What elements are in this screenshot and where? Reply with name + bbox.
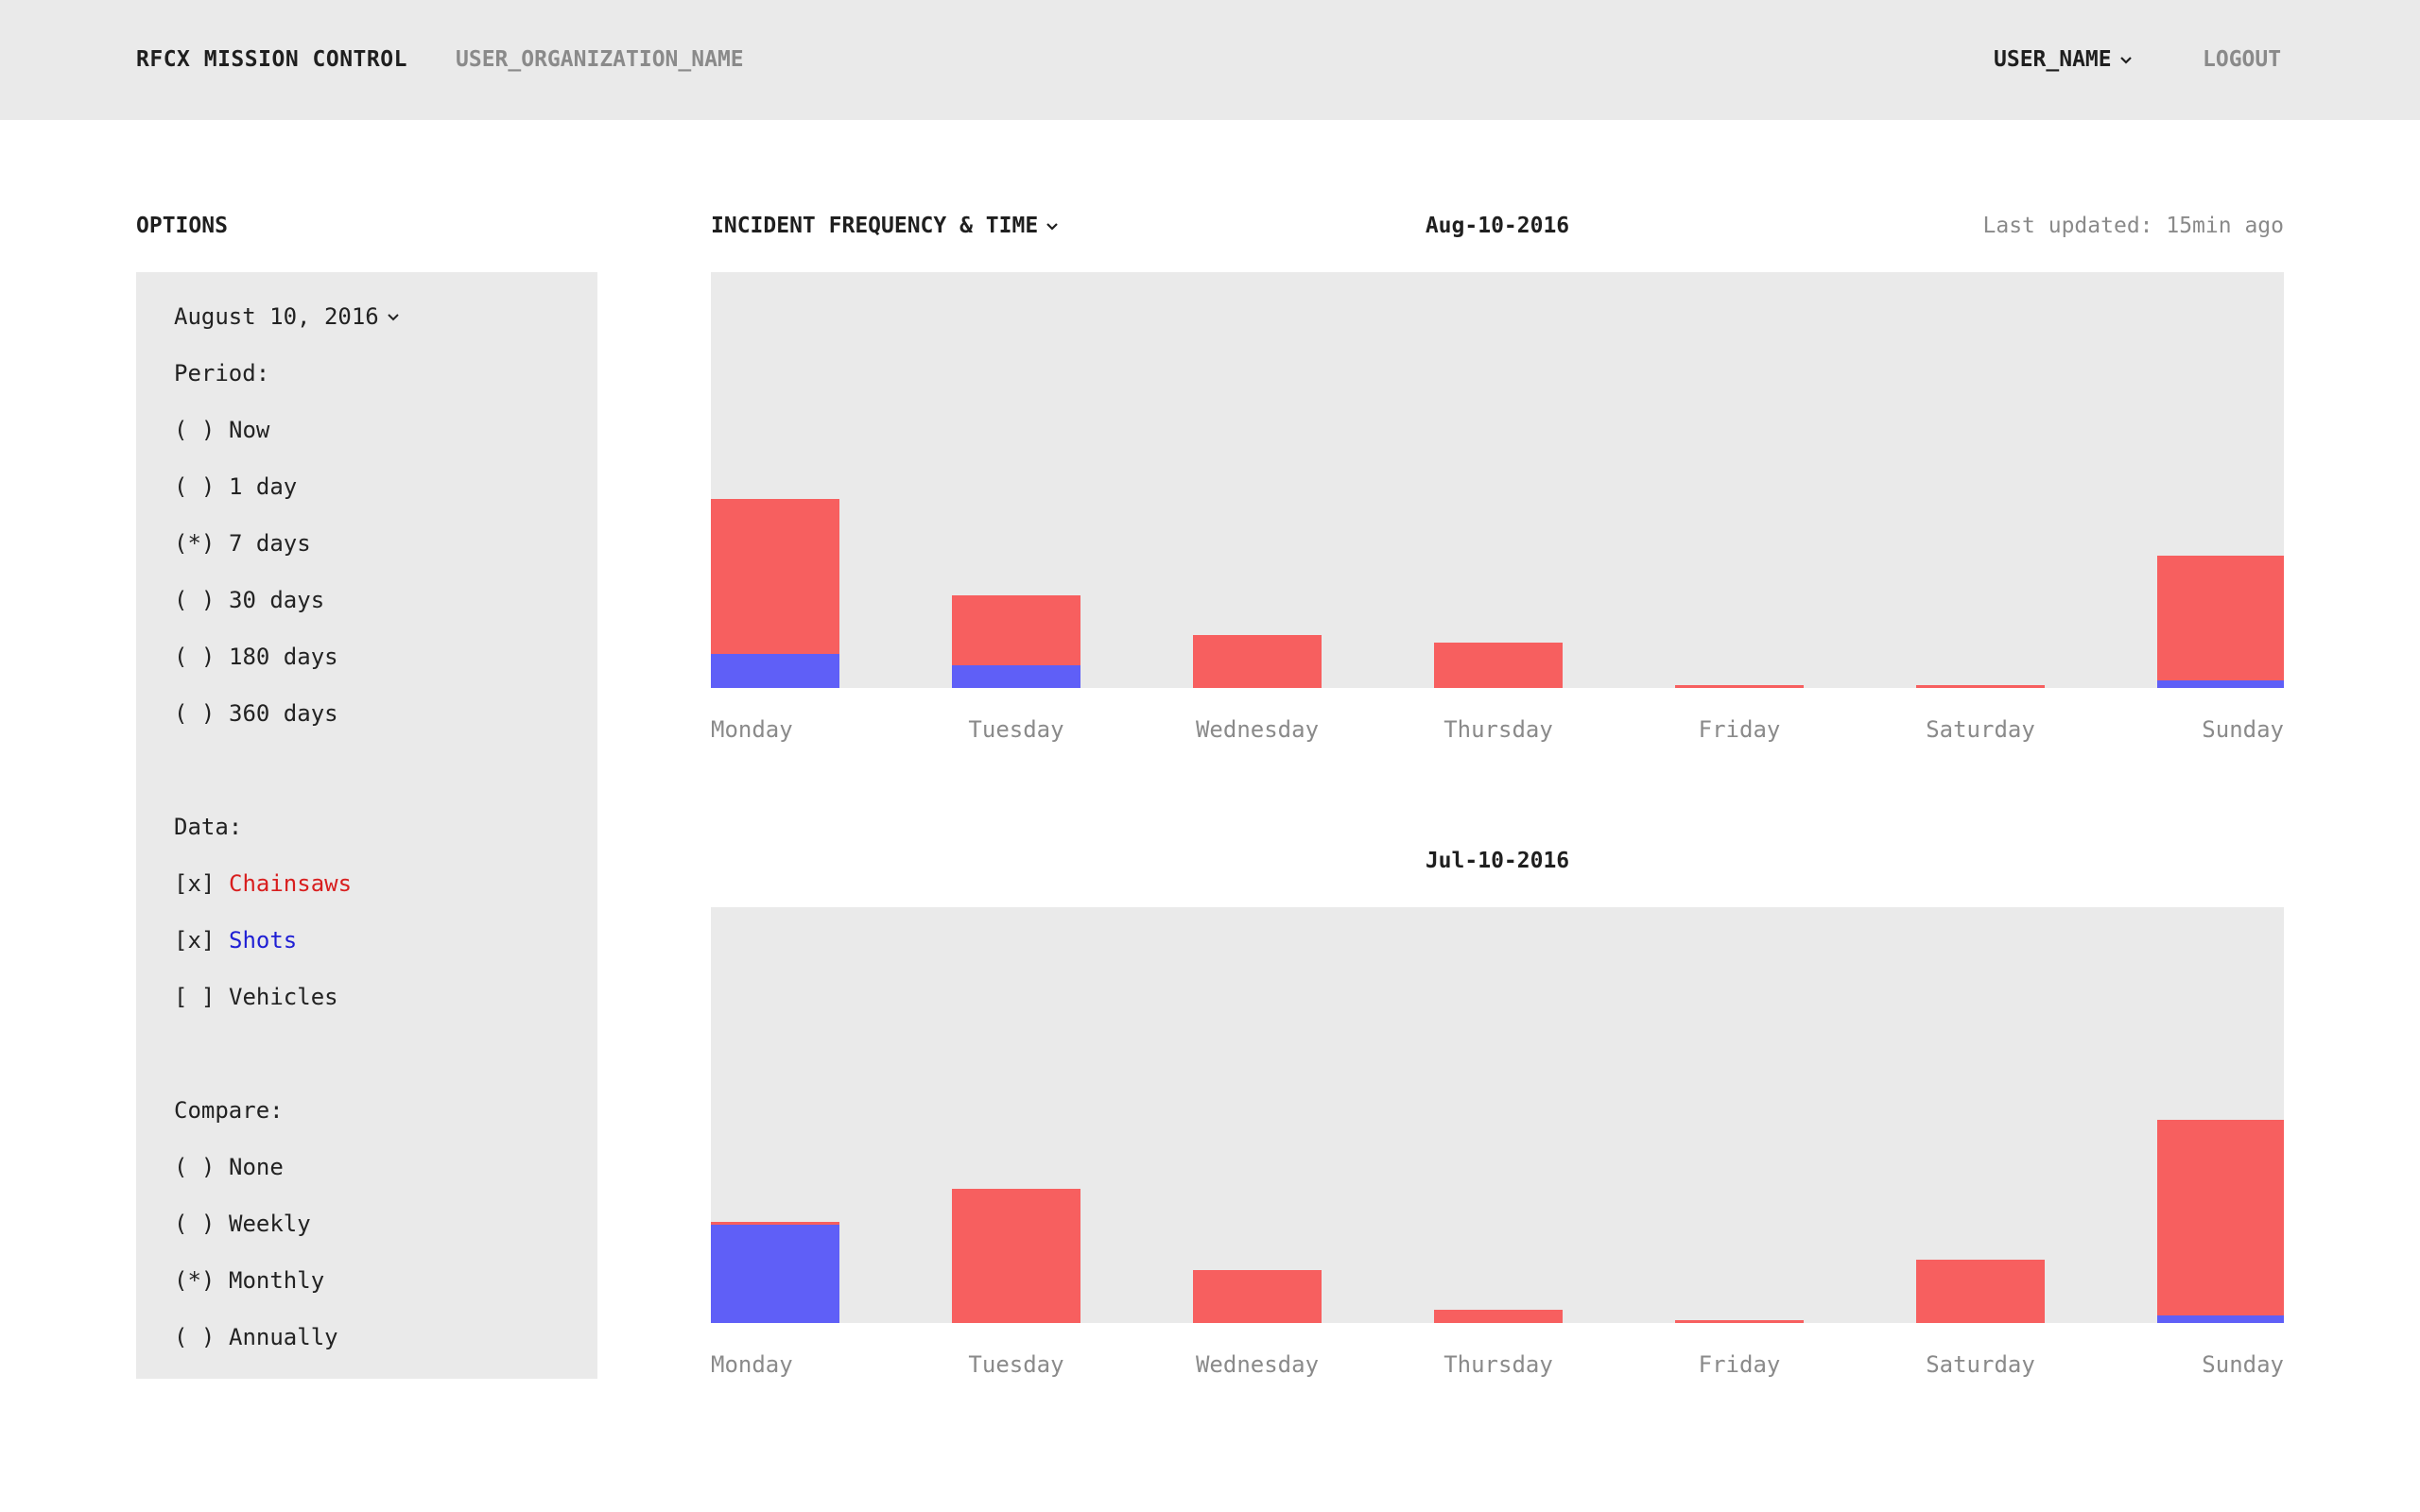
compare-option-weekly[interactable]: ( ) Weekly xyxy=(174,1211,311,1237)
chevron-down-icon xyxy=(1046,222,1058,231)
period-option-1-day[interactable]: ( ) 1 day xyxy=(174,473,297,500)
data-option-vehicles[interactable]: [ ] Vehicles xyxy=(174,984,338,1010)
radio-mark: ( ) xyxy=(174,1211,216,1237)
chart-1-x-axis: Monday Tuesday Wednesday Thursday Friday Satu… xyxy=(711,716,2284,745)
compare-option-none[interactable]: ( ) None xyxy=(174,1154,284,1180)
x-tick-label-sunday: Sunday xyxy=(2202,1351,2284,1378)
bar-shots-sunday[interactable] xyxy=(2157,1315,2284,1323)
x-tick-label-wednesday: Wednesday xyxy=(1195,716,1320,743)
top-bar: RFCX MISSION CONTROL USER_ORGANIZATION_N… xyxy=(0,0,2420,120)
logout-link[interactable]: LOGOUT xyxy=(2203,47,2282,72)
radio-mark: ( ) xyxy=(174,644,216,670)
app-title[interactable]: RFCX MISSION CONTROL xyxy=(136,47,407,72)
bar-chainsaws-friday[interactable] xyxy=(1675,1320,1804,1323)
option-label: Weekly xyxy=(229,1211,311,1237)
x-tick-label-tuesday: Tuesday xyxy=(968,1351,1064,1378)
radio-mark: ( ) xyxy=(174,700,216,727)
bar-shots-tuesday[interactable] xyxy=(952,665,1080,688)
chart-2-x-axis: Monday Tuesday Wednesday Thursday Friday Satu… xyxy=(711,1351,2284,1380)
option-label: 1 day xyxy=(229,473,298,500)
radio-mark: ( ) xyxy=(174,587,216,613)
bar-chainsaws-friday[interactable] xyxy=(1675,685,1804,688)
bar-chainsaws-thursday[interactable] xyxy=(1434,643,1563,688)
radio-mark: (*) xyxy=(174,1267,216,1294)
period-option-360-days[interactable]: ( ) 360 days xyxy=(174,700,338,727)
chart-1-title: Aug-10-2016 xyxy=(1425,214,1570,238)
organization-name: USER_ORGANIZATION_NAME xyxy=(456,47,744,72)
x-tick-label-wednesday: Wednesday xyxy=(1195,1351,1320,1378)
period-option-30-days[interactable]: ( ) 30 days xyxy=(174,587,324,613)
options-title: OPTIONS xyxy=(136,214,228,238)
option-label: Shots xyxy=(229,927,298,954)
chevron-down-icon xyxy=(2119,56,2132,64)
date-value: August 10, 2016 xyxy=(174,303,379,330)
period-option-7-days[interactable]: (*) 7 days xyxy=(174,530,311,557)
option-label: Annually xyxy=(229,1324,338,1350)
options-panel: August 10, 2016 Period: ( ) Now ( ) 1 day … xyxy=(136,272,597,1379)
bar-chainsaws-saturday[interactable] xyxy=(1916,1260,2045,1323)
data-label: Data: xyxy=(174,814,243,840)
radio-mark: ( ) xyxy=(174,473,216,500)
radio-mark: (*) xyxy=(174,530,216,557)
compare-option-monthly[interactable]: (*) Monthly xyxy=(174,1267,324,1294)
compare-label: Compare: xyxy=(174,1097,284,1124)
bar-shots-sunday[interactable] xyxy=(2157,680,2284,688)
option-label: 30 days xyxy=(229,587,325,613)
option-label: Now xyxy=(229,417,270,443)
bar-shots-monday[interactable] xyxy=(711,1225,839,1323)
bar-chainsaws-sunday[interactable] xyxy=(2157,1120,2284,1315)
radio-mark: ( ) xyxy=(174,1324,216,1350)
user-name: USER_NAME xyxy=(1994,47,2112,72)
period-option-now[interactable]: ( ) Now xyxy=(174,417,269,443)
chart-1-bars xyxy=(711,499,2284,688)
x-tick-label-monday: Monday xyxy=(711,1351,793,1378)
x-tick-label-saturday: Saturday xyxy=(1926,1351,2035,1378)
option-label: 7 days xyxy=(229,530,311,557)
option-label: 180 days xyxy=(229,644,338,670)
bar-chainsaws-sunday[interactable] xyxy=(2157,556,2284,680)
x-tick-label-tuesday: Tuesday xyxy=(968,716,1064,743)
radio-mark: ( ) xyxy=(174,1154,216,1180)
data-option-chainsaws[interactable]: [x] Chainsaws xyxy=(174,870,352,897)
x-tick-label-friday: Friday xyxy=(1698,1351,1781,1378)
user-menu[interactable]: USER_NAME xyxy=(1994,47,2133,72)
chart-2-area xyxy=(711,907,2284,1323)
bar-chainsaws-wednesday[interactable] xyxy=(1193,1270,1322,1323)
x-tick-label-saturday: Saturday xyxy=(1926,716,2035,743)
chart-2-bars xyxy=(711,1120,2284,1323)
option-label: Vehicles xyxy=(229,984,338,1010)
bar-chainsaws-thursday[interactable] xyxy=(1434,1310,1563,1323)
period-option-180-days[interactable]: ( ) 180 days xyxy=(174,644,338,670)
x-tick-label-friday: Friday xyxy=(1698,716,1781,743)
checkbox-mark: [ ] xyxy=(174,984,216,1010)
period-label: Period: xyxy=(174,360,270,387)
section-title: INCIDENT FREQUENCY & TIME xyxy=(711,214,1039,238)
checkbox-mark: [x] xyxy=(174,870,216,897)
date-picker[interactable]: August 10, 2016 xyxy=(174,303,400,330)
x-tick-label-monday: Monday xyxy=(711,716,793,743)
radio-mark: ( ) xyxy=(174,417,216,443)
x-tick-label-thursday: Thursday xyxy=(1443,716,1553,743)
chart-1-area xyxy=(711,272,2284,688)
chart-type-dropdown[interactable]: INCIDENT FREQUENCY & TIME xyxy=(711,214,1059,238)
bar-chainsaws-tuesday[interactable] xyxy=(952,1189,1080,1323)
x-tick-label-sunday: Sunday xyxy=(2202,716,2284,743)
checkbox-mark: [x] xyxy=(174,927,216,954)
last-updated: Last updated: 15min ago xyxy=(1982,214,2285,238)
data-option-shots[interactable]: [x] Shots xyxy=(174,927,297,954)
bar-shots-monday[interactable] xyxy=(711,654,839,688)
option-label: 360 days xyxy=(229,700,338,727)
chart-2-title: Jul-10-2016 xyxy=(1425,849,1570,873)
x-tick-label-thursday: Thursday xyxy=(1443,1351,1553,1378)
chevron-down-icon xyxy=(388,314,399,321)
bar-chainsaws-wednesday[interactable] xyxy=(1193,635,1322,688)
option-label: Chainsaws xyxy=(229,870,353,897)
bar-chainsaws-monday[interactable] xyxy=(711,499,839,654)
option-label: None xyxy=(229,1154,284,1180)
bar-chainsaws-monday[interactable] xyxy=(711,1222,839,1225)
bar-chainsaws-saturday[interactable] xyxy=(1916,685,2045,688)
bar-chainsaws-tuesday[interactable] xyxy=(952,595,1080,665)
compare-option-annually[interactable]: ( ) Annually xyxy=(174,1324,338,1350)
option-label: Monthly xyxy=(229,1267,325,1294)
